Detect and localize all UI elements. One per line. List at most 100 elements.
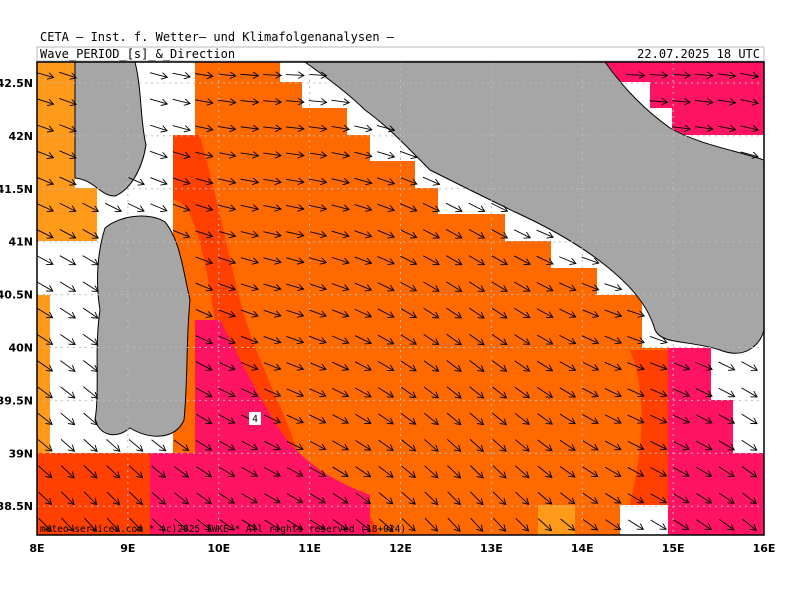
direction-arrow [285, 101, 304, 102]
direction-arrow [240, 179, 259, 182]
direction-arrow [559, 334, 576, 343]
direction-arrow [332, 387, 348, 396]
direction-arrow [650, 519, 666, 529]
direction-arrow [581, 256, 599, 263]
direction-arrow [514, 439, 529, 451]
direction-arrow [37, 386, 52, 398]
direction-arrow [172, 125, 190, 131]
direction-arrow [446, 281, 461, 292]
direction-arrow [263, 388, 281, 396]
direction-arrow [378, 492, 393, 504]
direction-arrow [422, 176, 439, 184]
direction-arrow [672, 74, 690, 75]
direction-arrow [400, 360, 416, 371]
direction-arrow [604, 388, 621, 397]
map-frame [36, 61, 765, 536]
direction-arrow [263, 75, 281, 76]
direction-arrow [331, 204, 349, 210]
land [304, 62, 764, 354]
direction-arrow [308, 231, 326, 235]
direction-arrow [172, 177, 190, 184]
direction-arrow [195, 282, 213, 290]
direction-arrow [263, 309, 281, 316]
direction-arrow [537, 492, 552, 504]
direction-arrow [149, 98, 167, 104]
direction-arrow [37, 281, 53, 291]
x-axis-label: 13E [480, 542, 503, 555]
direction-arrow [695, 466, 712, 476]
direction-arrow [423, 229, 439, 238]
direction-arrow [354, 282, 372, 290]
direction-arrow [559, 413, 575, 424]
direction-arrow [172, 151, 190, 157]
direction-arrow [582, 492, 598, 503]
direction-arrow [218, 309, 235, 316]
direction-arrow [400, 281, 417, 291]
direction-arrow [536, 229, 553, 237]
direction-arrow [285, 75, 304, 76]
direction-arrow [354, 308, 371, 316]
direction-arrow [537, 439, 552, 451]
arrow-field [37, 72, 758, 531]
direction-arrow [446, 360, 461, 372]
direction-arrow [377, 256, 394, 264]
direction-arrow [695, 414, 712, 423]
direction-arrow [740, 73, 758, 76]
direction-arrow [718, 440, 734, 450]
direction-arrow [59, 307, 75, 318]
direction-arrow [559, 256, 576, 264]
direction-arrow [285, 153, 304, 156]
direction-arrow [559, 361, 576, 371]
direction-arrow [377, 229, 394, 237]
direction-arrow [604, 361, 621, 369]
y-axis-label: 38.5N [0, 500, 33, 513]
direction-arrow [560, 492, 574, 504]
direction-arrow [423, 281, 439, 291]
direction-arrow [263, 362, 281, 370]
direction-arrow [401, 413, 415, 424]
direction-arrow [559, 387, 575, 397]
direction-arrow [378, 465, 393, 477]
direction-arrow [400, 203, 417, 211]
direction-arrow [263, 127, 281, 129]
direction-arrow [195, 100, 213, 103]
direction-arrow [195, 177, 212, 183]
direction-arrow [151, 491, 165, 504]
direction-arrow [354, 230, 372, 237]
direction-arrow [582, 466, 598, 477]
direction-arrow [605, 519, 621, 530]
direction-arrow [469, 412, 484, 425]
direction-arrow [150, 177, 167, 185]
direction-arrow [173, 439, 189, 450]
direction-arrow [331, 230, 349, 236]
direction-arrow [695, 388, 712, 397]
direction-arrow [286, 283, 303, 289]
direction-arrow [424, 465, 438, 478]
direction-arrow [446, 333, 462, 344]
direction-arrow [672, 440, 689, 449]
direction-arrow [128, 465, 142, 478]
direction-arrow [331, 256, 349, 263]
direction-arrow [582, 518, 598, 530]
direction-arrow [264, 467, 280, 476]
direction-arrow [286, 309, 303, 316]
direction-arrow [468, 281, 484, 292]
direction-arrow [240, 205, 259, 209]
direction-arrow [446, 307, 461, 318]
direction-arrow [514, 308, 529, 317]
direction-arrow [649, 336, 667, 342]
direction-arrow [378, 439, 393, 450]
direction-arrow [106, 491, 120, 505]
direction-arrow [195, 256, 213, 263]
direction-arrow [285, 179, 304, 182]
direction-arrow [491, 202, 507, 211]
direction-arrow [650, 414, 666, 423]
direction-arrow [604, 414, 621, 423]
direction-arrow [582, 414, 598, 423]
x-axis-label: 15E [662, 542, 685, 555]
direction-arrow [82, 307, 98, 318]
direction-arrow [59, 281, 75, 291]
credit: meteo-services.com * (c)2025 IWKE * All … [40, 524, 406, 535]
direction-arrow [355, 492, 371, 504]
direction-arrow [514, 412, 529, 424]
